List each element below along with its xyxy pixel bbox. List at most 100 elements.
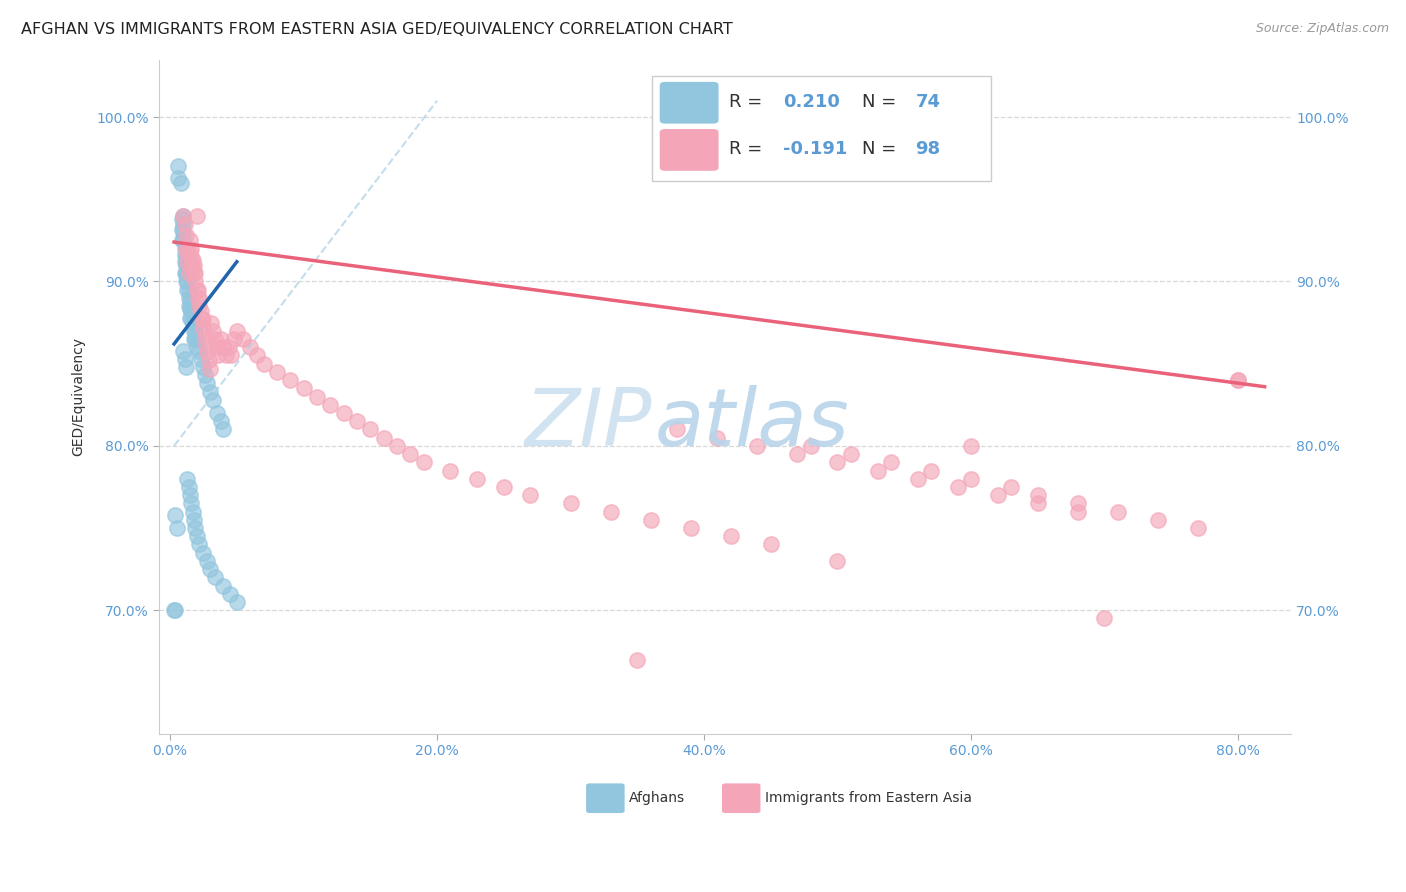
Point <box>172 217 194 231</box>
Point <box>184 275 207 289</box>
Point <box>173 351 195 366</box>
Point <box>197 353 219 368</box>
Point <box>224 332 246 346</box>
Point <box>176 472 198 486</box>
Text: -0.191: -0.191 <box>783 140 848 158</box>
Point <box>180 312 202 326</box>
Point <box>1226 373 1249 387</box>
Point <box>172 209 194 223</box>
Point <box>201 324 224 338</box>
Point <box>172 209 194 223</box>
Point <box>221 349 243 363</box>
Point <box>193 312 215 326</box>
Point <box>183 258 205 272</box>
Point <box>186 529 208 543</box>
Point <box>167 170 190 185</box>
Point <box>183 316 205 330</box>
Point <box>305 390 328 404</box>
Point <box>666 422 689 436</box>
Point <box>239 340 262 354</box>
Point <box>960 439 983 453</box>
Point <box>172 234 194 248</box>
Point <box>172 212 194 227</box>
Point <box>181 505 204 519</box>
Point <box>174 250 197 264</box>
Point <box>177 299 200 313</box>
Point <box>198 562 221 576</box>
Point <box>184 324 207 338</box>
Point <box>560 496 582 510</box>
Point <box>200 316 222 330</box>
Point <box>960 472 983 486</box>
Point <box>218 340 240 354</box>
Point <box>720 529 742 543</box>
Point <box>1026 496 1049 510</box>
Text: N =: N = <box>862 93 903 112</box>
Point <box>1067 505 1090 519</box>
Point <box>197 554 219 568</box>
Point <box>176 244 198 259</box>
Text: R =: R = <box>728 140 768 158</box>
Text: AFGHAN VS IMMIGRANTS FROM EASTERN ASIA GED/EQUIVALENCY CORRELATION CHART: AFGHAN VS IMMIGRANTS FROM EASTERN ASIA G… <box>21 22 733 37</box>
Point <box>232 332 254 346</box>
Point <box>176 275 198 289</box>
Point <box>193 546 215 560</box>
Point <box>173 217 195 231</box>
Point <box>197 376 219 391</box>
Point <box>212 578 235 592</box>
Point <box>193 320 215 334</box>
Point <box>747 439 769 453</box>
Point <box>205 340 228 354</box>
Point <box>359 422 381 436</box>
Point <box>187 291 209 305</box>
Point <box>188 299 211 313</box>
Point <box>172 225 194 239</box>
Text: atlas: atlas <box>655 384 851 463</box>
Point <box>439 463 461 477</box>
Point <box>179 234 201 248</box>
Point <box>170 176 193 190</box>
Point <box>174 228 197 243</box>
Point <box>465 472 488 486</box>
Point <box>180 250 202 264</box>
Point <box>176 258 198 272</box>
Point <box>519 488 541 502</box>
Point <box>165 508 187 522</box>
Point <box>180 304 202 318</box>
Text: 74: 74 <box>915 93 941 112</box>
Point <box>179 302 201 317</box>
Point <box>181 261 204 276</box>
Point <box>186 283 208 297</box>
Point <box>373 431 395 445</box>
Text: 0.210: 0.210 <box>783 93 839 112</box>
Point <box>332 406 354 420</box>
Point <box>412 455 434 469</box>
Point <box>183 332 205 346</box>
Text: Afghans: Afghans <box>628 790 685 805</box>
Point <box>177 480 200 494</box>
Text: 98: 98 <box>915 140 941 158</box>
Point <box>186 209 208 223</box>
Point <box>194 328 217 343</box>
Point <box>599 505 621 519</box>
Point <box>179 310 201 325</box>
Point <box>188 537 211 551</box>
Point <box>207 349 229 363</box>
FancyBboxPatch shape <box>652 77 991 181</box>
Point <box>759 537 782 551</box>
Point <box>172 222 194 236</box>
Point <box>180 496 202 510</box>
Point <box>292 381 315 395</box>
Point <box>252 357 274 371</box>
Point <box>1147 513 1170 527</box>
Point <box>880 455 903 469</box>
Point <box>866 463 889 477</box>
Point <box>204 570 226 584</box>
Point <box>492 480 515 494</box>
Point <box>176 283 198 297</box>
Text: N =: N = <box>862 140 903 158</box>
Point <box>186 340 208 354</box>
Point <box>1107 505 1129 519</box>
Point <box>204 332 226 346</box>
Point <box>186 332 208 346</box>
